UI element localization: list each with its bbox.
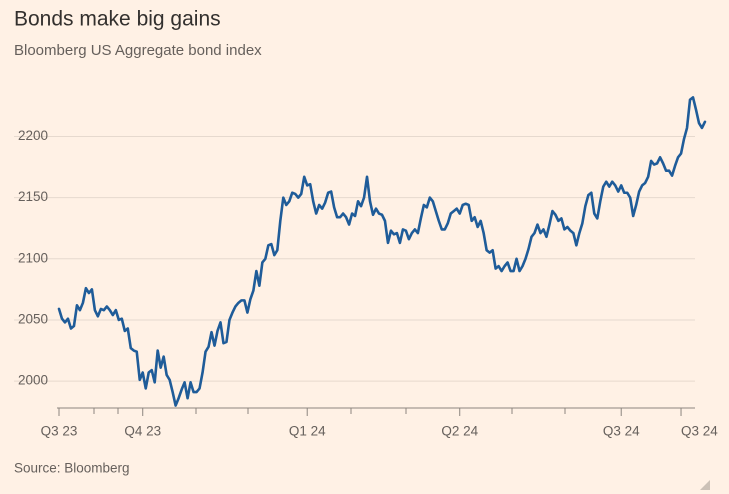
x-tick-label: Q4 23 — [124, 424, 161, 439]
x-tick-label: Q3 24 — [603, 424, 640, 439]
chart-title: Bonds make big gains — [14, 8, 221, 31]
y-tick-label: 2000 — [18, 373, 48, 388]
corner-mark — [700, 480, 710, 490]
x-tick-label: Q3 23 — [41, 424, 78, 439]
x-tick-label: Q2 24 — [441, 424, 478, 439]
data-line — [57, 96, 707, 407]
x-tick-label: Q3 24 — [681, 424, 718, 439]
y-tick-label: 2100 — [18, 250, 48, 265]
source-note: Source: Bloomberg — [14, 461, 130, 476]
y-tick-label: 2150 — [18, 189, 48, 204]
x-tick-label: Q1 24 — [289, 424, 326, 439]
y-tick-label: 2050 — [18, 312, 48, 327]
y-tick-label: 2200 — [18, 128, 48, 143]
minor-ticks — [93, 408, 566, 414]
chart-subtitle: Bloomberg US Aggregate bond index — [14, 42, 262, 59]
